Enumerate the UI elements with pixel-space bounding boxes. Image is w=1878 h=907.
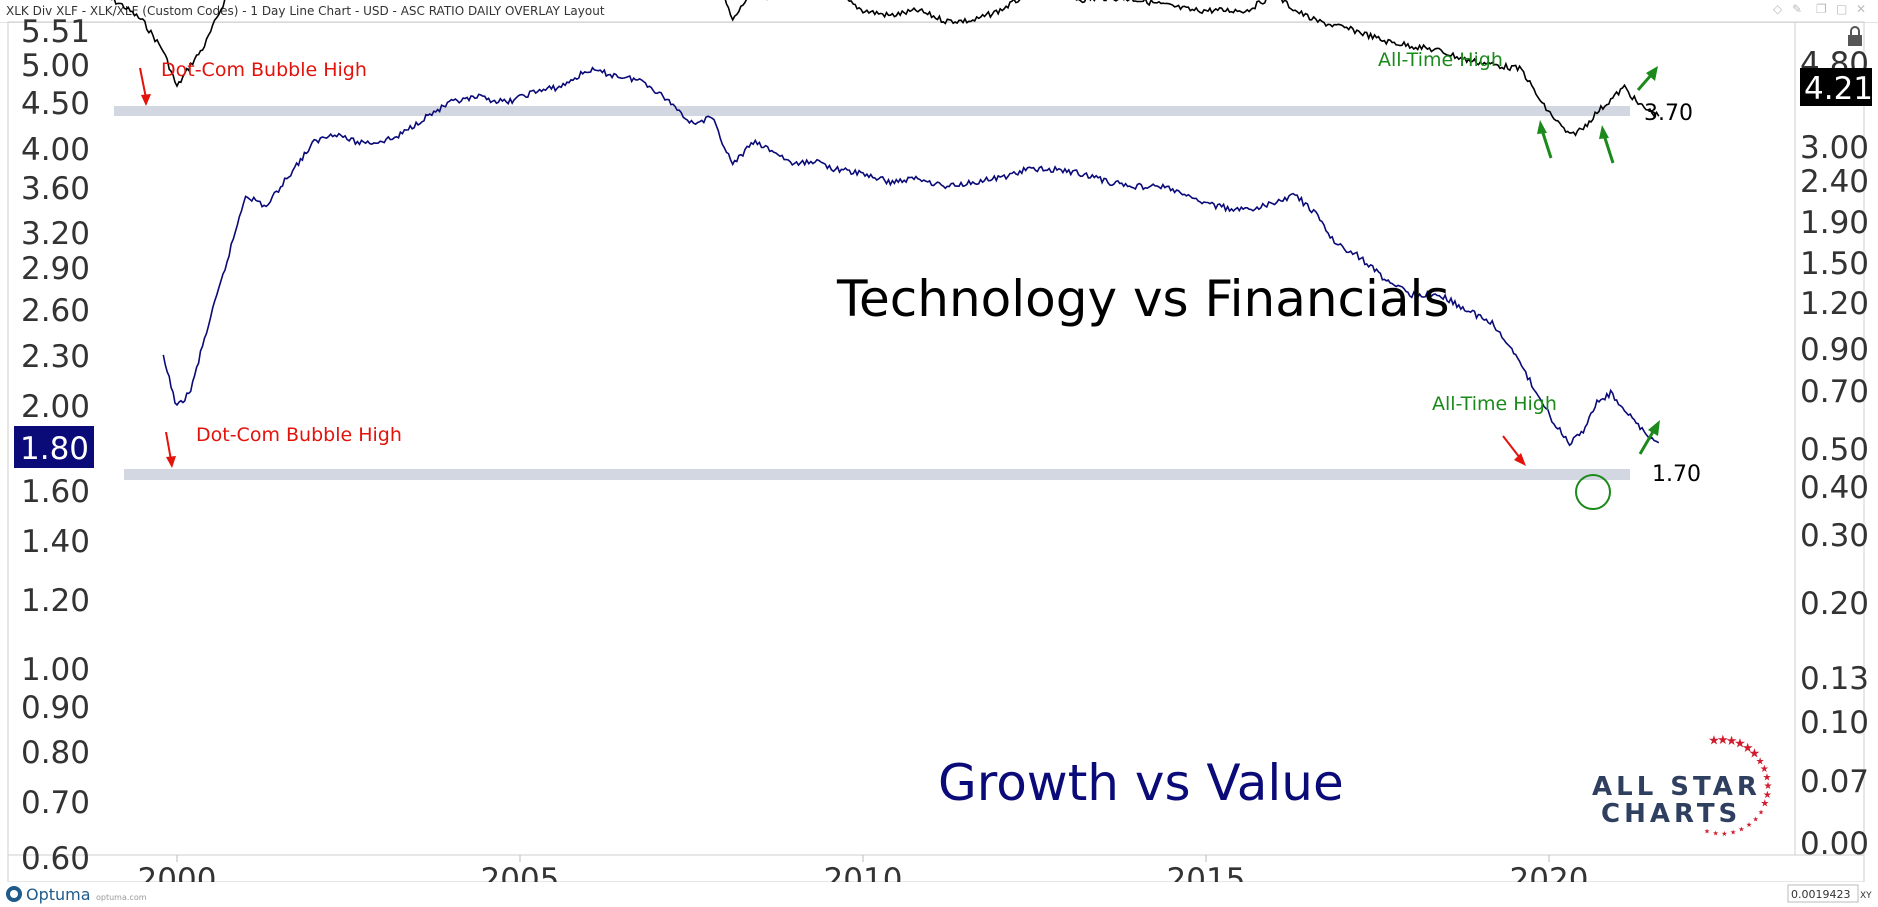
y-tick-left: 1.00 bbox=[21, 652, 90, 688]
y-tick-right: 0.70 bbox=[1800, 374, 1869, 410]
tech-green-arrow-right bbox=[1599, 125, 1615, 164]
y-tick-left: 1.40 bbox=[21, 524, 90, 560]
pin-icon[interactable]: ✎ bbox=[1792, 2, 1803, 16]
logo-star: ★ bbox=[1712, 830, 1718, 838]
y-tick-right: 0.00 bbox=[1800, 826, 1869, 862]
y-tick-left: 3.20 bbox=[21, 216, 90, 252]
tech-series-line bbox=[111, 0, 1660, 137]
logo-star: ★ bbox=[1738, 826, 1744, 834]
y-tick-left: 1.60 bbox=[21, 474, 90, 510]
logo-star: ★ bbox=[1742, 741, 1754, 756]
maximize-icon[interactable]: □ bbox=[1836, 2, 1848, 16]
logo-star: ★ bbox=[1749, 747, 1761, 762]
tech-resistance-value: 3.70 bbox=[1644, 101, 1693, 126]
tech-green-arrow-up bbox=[1636, 66, 1658, 91]
y-tick-right: 2.40 bbox=[1800, 164, 1869, 200]
logo-star: ★ bbox=[1763, 772, 1772, 783]
close-icon[interactable]: ✕ bbox=[1856, 2, 1867, 16]
logo-star: ★ bbox=[1758, 808, 1764, 816]
logo-star: ★ bbox=[1764, 781, 1773, 792]
tech-last-price-tag bbox=[1800, 68, 1872, 106]
y-tick-left: 2.90 bbox=[21, 251, 90, 287]
y-tick-right: 0.13 bbox=[1800, 661, 1869, 697]
readout-box[interactable] bbox=[1787, 884, 1859, 903]
y-tick-left: 0.60 bbox=[21, 841, 90, 877]
logo-star: ★ bbox=[1717, 733, 1729, 748]
footer-readout: 0.0019423 bbox=[1791, 888, 1851, 901]
logo-star: ★ bbox=[1704, 828, 1710, 836]
logo-star: ★ bbox=[1763, 790, 1772, 801]
logo-star: ★ bbox=[1760, 799, 1769, 810]
y-tick-left: 0.70 bbox=[21, 785, 90, 821]
growth-ath-label: All-Time High bbox=[1432, 393, 1557, 415]
growth-resistance-value: 1.70 bbox=[1652, 462, 1701, 487]
chart-title-growth: Growth vs Value bbox=[938, 754, 1344, 812]
growth-series-line bbox=[162, 66, 1660, 447]
y-tick-right: 3.00 bbox=[1800, 130, 1869, 166]
growth-resistance-band bbox=[124, 469, 1630, 480]
tech-last-price: 4.21 bbox=[1804, 71, 1873, 107]
y-tick-right: 0.30 bbox=[1800, 518, 1869, 554]
all-star-charts-logo: ALL STAR CHARTS ★★★★★★★★★★★★★★★★★★★★ bbox=[1592, 733, 1773, 838]
logo-star: ★ bbox=[1721, 830, 1727, 838]
logo-star: ★ bbox=[1730, 829, 1736, 837]
tech-ath-label: All-Time High bbox=[1378, 49, 1503, 71]
logo-star: ★ bbox=[1746, 821, 1752, 829]
logo-star: ★ bbox=[1734, 737, 1746, 752]
window-title: XLK Div XLF - XLK/XLF (Custom Codes) - 1… bbox=[6, 4, 605, 18]
y-tick-right: 0.50 bbox=[1800, 432, 1869, 468]
tech-resistance-band bbox=[114, 106, 1630, 116]
chart-frame bbox=[7, 21, 1865, 883]
y-tick-left: 1.20 bbox=[21, 583, 90, 619]
y-tick-right: 0.40 bbox=[1800, 470, 1869, 506]
growth-red-arrow bbox=[1502, 435, 1526, 466]
y-tick-right: 1.50 bbox=[1800, 246, 1869, 282]
tech-dotcom-label: Dot-Com Bubble High bbox=[161, 59, 367, 81]
y-tick-left: 0.80 bbox=[21, 735, 90, 771]
y-tick-right: 0.20 bbox=[1800, 586, 1869, 622]
logo-star: ★ bbox=[1726, 734, 1738, 749]
y-tick-left: 0.90 bbox=[21, 690, 90, 726]
logo-star: ★ bbox=[1752, 815, 1758, 823]
y-tick-right: 1.20 bbox=[1800, 286, 1869, 322]
logo-star: ★ bbox=[1708, 734, 1720, 749]
growth-green-circle bbox=[1575, 474, 1611, 510]
chart-title-tech: Technology vs Financials bbox=[836, 270, 1450, 328]
tech-dotcom-arrow bbox=[139, 67, 151, 106]
footer-brand: Optuma bbox=[26, 885, 91, 904]
growth-last-price: 1.80 bbox=[20, 431, 89, 467]
y-tick-left: 3.60 bbox=[21, 171, 90, 207]
y-tick-left: 2.60 bbox=[21, 293, 90, 329]
y-tick-left: 5.00 bbox=[21, 48, 90, 84]
logo-star: ★ bbox=[1756, 756, 1765, 767]
y-tick-left: 2.00 bbox=[21, 389, 90, 425]
y-tick-left: 4.00 bbox=[21, 132, 90, 168]
growth-dotcom-arrow bbox=[165, 431, 176, 468]
y-tick-right: 0.07 bbox=[1800, 764, 1869, 800]
growth-last-price-tag bbox=[14, 426, 94, 468]
y-tick-right: 1.90 bbox=[1800, 205, 1869, 241]
logo-line2: CHARTS bbox=[1601, 799, 1741, 829]
tech-green-arrow-left bbox=[1537, 120, 1553, 159]
y-tick-right: 0.10 bbox=[1800, 705, 1869, 741]
growth-green-arrow-up bbox=[1638, 420, 1660, 455]
y-tick-left: 2.30 bbox=[21, 339, 90, 375]
optuma-logo-inner bbox=[10, 890, 18, 898]
y-tick-right: 0.90 bbox=[1800, 332, 1869, 368]
lock-icon[interactable] bbox=[1848, 26, 1862, 46]
footer-mode[interactable]: XY bbox=[1860, 891, 1872, 901]
diamond-icon[interactable]: ◇ bbox=[1773, 2, 1783, 16]
logo-line1: ALL STAR bbox=[1592, 772, 1761, 802]
footer-bar: Optuma optuma.com 0.0019423 XY bbox=[0, 882, 1878, 907]
window-titlebar: XLK Div XLF - XLK/XLF (Custom Codes) - 1… bbox=[0, 0, 1878, 23]
growth-dotcom-label: Dot-Com Bubble High bbox=[196, 424, 402, 446]
restore-icon[interactable]: ❐ bbox=[1816, 2, 1827, 16]
footer-site: optuma.com bbox=[96, 893, 147, 902]
y-tick-left: 5.51 bbox=[21, 14, 90, 50]
logo-star: ★ bbox=[1760, 764, 1769, 775]
y-tick-left: 4.50 bbox=[21, 86, 90, 122]
